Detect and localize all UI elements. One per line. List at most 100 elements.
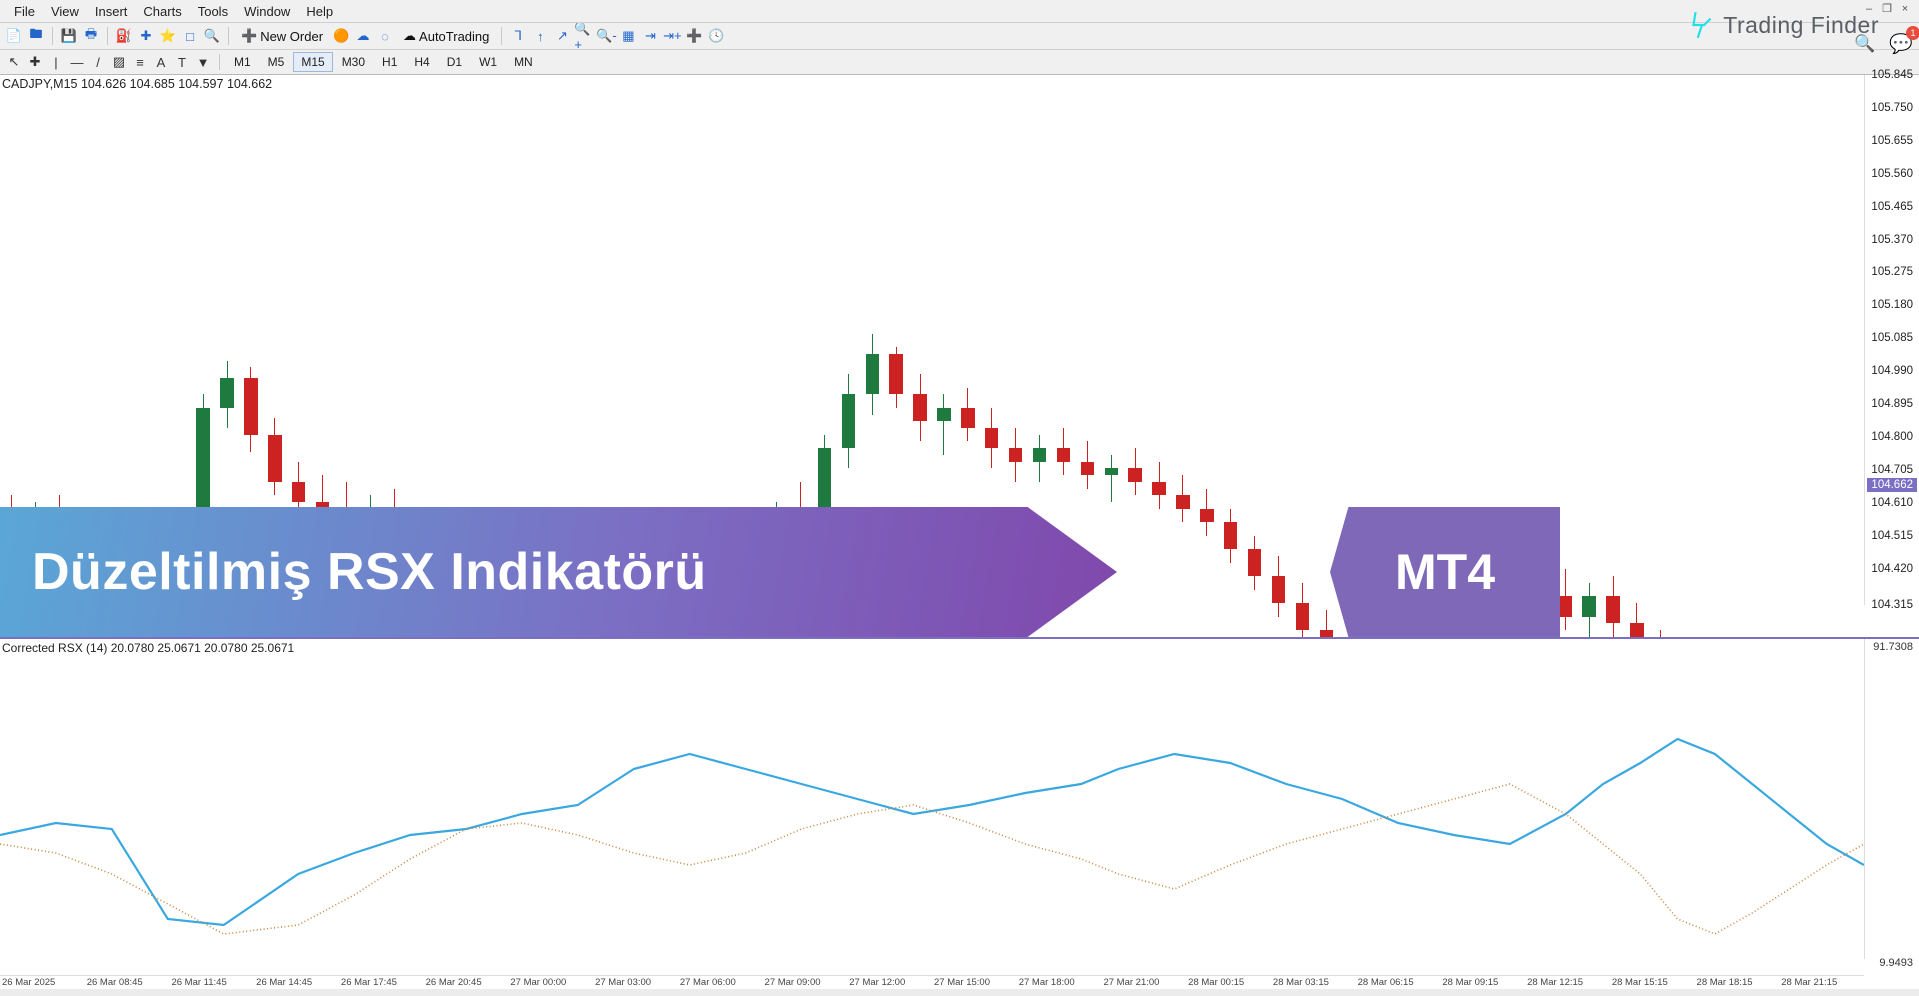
properties-icon[interactable]: ⛽ xyxy=(114,26,134,46)
symbol-info-label: CADJPY,M15 104.626 104.685 104.597 104.6… xyxy=(2,77,272,91)
candle-body[interactable] xyxy=(842,394,855,448)
time-axis-label: 28 Mar 06:15 xyxy=(1358,977,1414,988)
candle-body[interactable] xyxy=(961,408,974,428)
vertical-line-icon[interactable]: | xyxy=(46,52,66,72)
rsx-dotted-line[interactable] xyxy=(0,784,1864,934)
channel-icon[interactable]: ≡ xyxy=(130,52,150,72)
text-box-icon[interactable]: T xyxy=(172,52,192,72)
alert-icon[interactable]: 🟠 xyxy=(331,26,351,46)
arrow-select-icon[interactable]: ↖ xyxy=(4,52,24,72)
timeframe-m1[interactable]: M1 xyxy=(226,52,259,72)
text-a-icon[interactable]: A xyxy=(151,52,171,72)
candle-body[interactable] xyxy=(1105,468,1118,475)
rsx-line-chart[interactable] xyxy=(0,649,1864,949)
candle-body[interactable] xyxy=(1033,448,1046,461)
period-sep-icon[interactable]: ⇥+ xyxy=(662,26,682,46)
rsx-indicator-panel[interactable]: Corrected RSX (14) 20.0780 25.0671 20.07… xyxy=(0,637,1919,989)
promo-banner-badge-text: MT4 xyxy=(1395,543,1495,601)
search-icon[interactable]: 🔍 xyxy=(1854,34,1875,54)
candle-body[interactable] xyxy=(1152,482,1165,495)
time-axis-label: 28 Mar 18:15 xyxy=(1697,977,1753,988)
timeframe-m15[interactable]: M15 xyxy=(293,52,332,72)
menu-charts[interactable]: Charts xyxy=(135,2,189,21)
menu-window[interactable]: Window xyxy=(236,2,298,21)
price-tick: 104.895 xyxy=(1871,398,1913,410)
candle-body[interactable] xyxy=(1128,468,1141,481)
new-window-icon[interactable]: ➕ xyxy=(684,26,704,46)
time-icon[interactable]: 🕓 xyxy=(706,26,726,46)
zoom-in-icon[interactable]: 🔍+ xyxy=(574,26,594,46)
save-icon[interactable]: 💾 xyxy=(59,26,79,46)
candle-body[interactable] xyxy=(292,482,305,502)
autotrading-toggle[interactable]: ☁ AutoTrading xyxy=(397,28,495,44)
time-axis-label: 27 Mar 00:00 xyxy=(510,977,566,988)
candle-body[interactable] xyxy=(244,378,257,435)
trend-icon[interactable]: ↗ xyxy=(552,26,572,46)
window-grid-icon[interactable]: □ xyxy=(180,26,200,46)
horizontal-line-icon[interactable]: ― xyxy=(67,52,87,72)
promo-banner-badge: MT4 xyxy=(1330,507,1560,637)
zoom-out-icon[interactable]: 🔍- xyxy=(596,26,616,46)
timeframe-h1[interactable]: H1 xyxy=(374,52,405,72)
open-icon[interactable]: 🖿 xyxy=(26,26,46,46)
notification-icon[interactable]: 💬 1 xyxy=(1889,32,1913,56)
price-tick: 105.465 xyxy=(1871,201,1913,213)
candle-body[interactable] xyxy=(985,428,998,448)
candle-body[interactable] xyxy=(889,354,902,394)
restore-button[interactable]: ❐ xyxy=(1879,2,1895,16)
rsx-solid-line[interactable] xyxy=(0,739,1864,925)
candle-body[interactable] xyxy=(1057,448,1070,461)
timeframe-mn[interactable]: MN xyxy=(506,52,541,72)
menu-help[interactable]: Help xyxy=(298,2,341,21)
timeframe-m30[interactable]: M30 xyxy=(334,52,373,72)
indicator-list-icon[interactable]: ⅂ xyxy=(508,26,528,46)
timeframe-h4[interactable]: H4 xyxy=(406,52,437,72)
crosshair-icon[interactable]: ✚ xyxy=(136,26,156,46)
chart-shift-icon[interactable]: ⇥ xyxy=(640,26,660,46)
new-order-button[interactable]: ➕ New Order xyxy=(235,28,329,44)
journal-icon[interactable]: ◌ xyxy=(375,26,395,46)
menu-file[interactable]: File xyxy=(6,2,43,21)
price-tick: 105.845 xyxy=(1871,69,1913,81)
chart-region[interactable]: CADJPY,M15 104.626 104.685 104.597 104.6… xyxy=(0,75,1919,989)
price-tick: 105.655 xyxy=(1871,135,1913,147)
autotrading-icon: ☁ xyxy=(403,28,416,44)
timeframe-d1[interactable]: D1 xyxy=(439,52,470,72)
menu-tools[interactable]: Tools xyxy=(190,2,236,21)
print-icon[interactable]: 🖶 xyxy=(81,26,101,46)
new-chart-icon[interactable]: 📄 xyxy=(4,26,24,46)
candle-body[interactable] xyxy=(1009,448,1022,461)
trendline-icon[interactable]: / xyxy=(88,52,108,72)
candle-body[interactable] xyxy=(220,378,233,408)
timeframe-m5[interactable]: M5 xyxy=(260,52,293,72)
favorites-icon[interactable]: ⭐ xyxy=(158,26,178,46)
fib-icon[interactable]: ▨ xyxy=(109,52,129,72)
candle-body[interactable] xyxy=(866,354,879,394)
time-axis-label: 27 Mar 09:00 xyxy=(765,977,821,988)
candle-body[interactable] xyxy=(1081,462,1094,475)
time-axis-label: 28 Mar 21:15 xyxy=(1781,977,1837,988)
crosshair-tool-icon[interactable]: ✚ xyxy=(25,52,45,72)
shapes-dropdown-icon[interactable]: ▼ xyxy=(193,52,213,72)
time-axis-label: 27 Mar 06:00 xyxy=(680,977,736,988)
price-tick: 105.750 xyxy=(1871,102,1913,114)
data-window-icon[interactable]: 🔍 xyxy=(202,26,222,46)
candle-wick xyxy=(943,394,944,455)
mailbox-icon[interactable]: ☁ xyxy=(353,26,373,46)
candle-body[interactable] xyxy=(913,394,926,421)
drawing-toolbar: ↖ ✚ | ― / ▨ ≡ A T ▼ M1 M5 M15 M30 H1 H4 … xyxy=(0,50,1919,75)
rsx-axis-tick: 91.7308 xyxy=(1873,641,1913,653)
time-axis-label: 27 Mar 03:00 xyxy=(595,977,651,988)
price-tick: 105.085 xyxy=(1871,332,1913,344)
price-tick: 105.370 xyxy=(1871,234,1913,246)
close-button[interactable]: × xyxy=(1897,2,1913,16)
candle-body[interactable] xyxy=(937,408,950,421)
menu-view[interactable]: View xyxy=(43,2,87,21)
grid-view-icon[interactable]: ▦ xyxy=(618,26,638,46)
time-axis-label: 26 Mar 17:45 xyxy=(341,977,397,988)
timeframe-w1[interactable]: W1 xyxy=(471,52,505,72)
plus-icon: ➕ xyxy=(241,28,257,44)
candle-body[interactable] xyxy=(268,435,281,482)
highlight-chart-icon[interactable]: ↑ xyxy=(530,26,550,46)
menu-insert[interactable]: Insert xyxy=(87,2,136,21)
